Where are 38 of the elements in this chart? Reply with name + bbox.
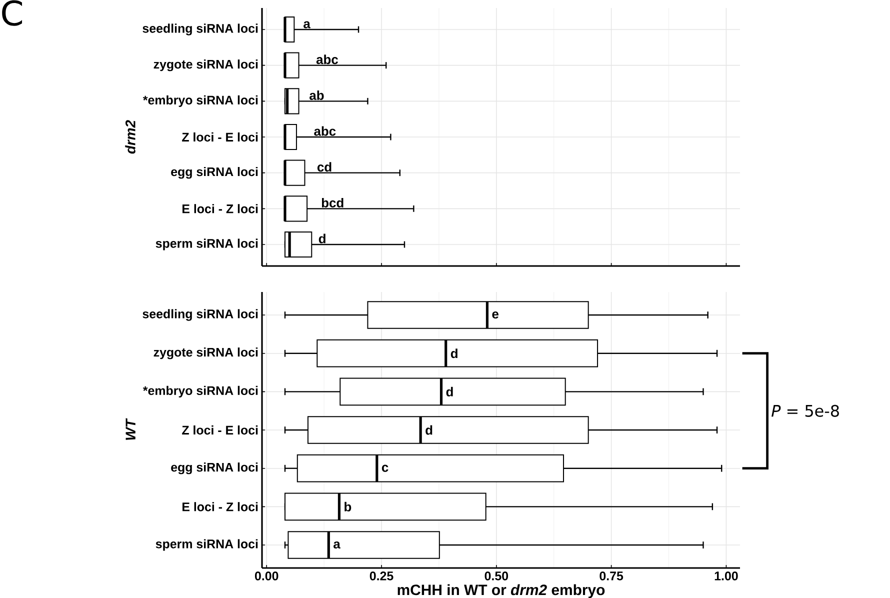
text: P = 5e-8 bbox=[772, 404, 839, 417]
y-tick-label: zygote siRNA loci bbox=[154, 348, 258, 360]
annotation: d bbox=[446, 386, 453, 396]
y-tick-label: *embryo siRNA loci bbox=[142, 95, 258, 107]
x-axis-title: mCHH in WT or drm2 embryo bbox=[398, 584, 605, 598]
y-tick-label: sperm siRNA loci bbox=[156, 539, 258, 551]
x-tick-label: 1.00 bbox=[714, 572, 738, 580]
y-tick-label: Z loci - E loci bbox=[182, 425, 258, 435]
y-tick-label: E loci - Z loci bbox=[182, 204, 258, 214]
y-tick-label: E loci - Z loci bbox=[182, 502, 258, 512]
y-tick-label: seedling siRNA loci bbox=[142, 24, 258, 36]
annotation: ab bbox=[310, 90, 324, 100]
y-tick-label: sperm siRNA loci bbox=[156, 238, 258, 250]
annotation: cd bbox=[317, 162, 332, 172]
x-tick-label: 0.25 bbox=[370, 572, 394, 580]
annotation: b bbox=[344, 502, 352, 512]
y-axis-title: drm2 bbox=[125, 120, 136, 154]
y-tick-label: zygote siRNA loci bbox=[154, 59, 258, 72]
annotation: d bbox=[318, 234, 326, 244]
y-tick-label: seedling siRNA loci bbox=[142, 309, 258, 321]
y-tick-label: egg siRNA loci bbox=[171, 462, 258, 474]
y-axis-title: WT bbox=[126, 418, 136, 440]
annotation: abc bbox=[316, 54, 338, 64]
annotation: a bbox=[334, 541, 340, 549]
annotation: abc bbox=[314, 126, 336, 136]
x-tick-label: 0.00 bbox=[254, 572, 278, 580]
annotation: d bbox=[450, 348, 458, 358]
text: C bbox=[2, 0, 22, 26]
annotation: c bbox=[382, 464, 388, 472]
annotation: a bbox=[304, 21, 310, 28]
x-tick-label: 0.50 bbox=[484, 572, 508, 580]
y-tick-label: egg siRNA loci bbox=[171, 166, 258, 179]
annotation: d bbox=[426, 425, 432, 435]
y-tick-label: Z loci - E loci bbox=[182, 132, 258, 142]
annotation: bcd bbox=[322, 198, 344, 208]
x-tick-label: 0.75 bbox=[600, 572, 624, 580]
annotation: e bbox=[492, 311, 498, 319]
y-tick-label: *embryo siRNA loci bbox=[142, 386, 258, 398]
